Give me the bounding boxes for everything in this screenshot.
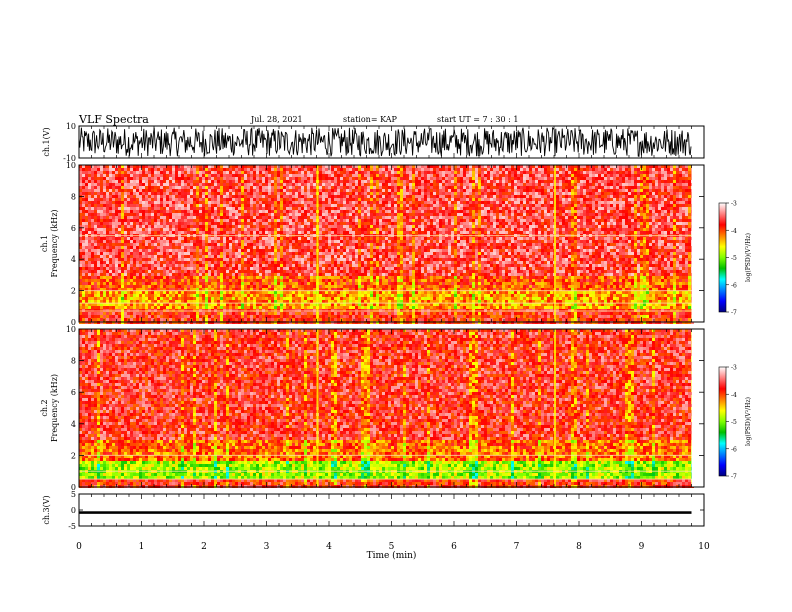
ch1-spectrogram-burst bbox=[316, 165, 319, 322]
colorbar-2 bbox=[718, 366, 727, 477]
colorbar-label: log(PSD)(V²/Hz) bbox=[745, 233, 752, 282]
ch3-waveform-trace bbox=[79, 511, 692, 514]
colorbar-1 bbox=[718, 202, 727, 313]
colorbar-tick-label: -5 bbox=[731, 255, 737, 262]
figure-title: VLF Spectra bbox=[79, 113, 149, 126]
ch2-spectrogram-ylabel-2: Frequency (kHz) bbox=[50, 374, 59, 442]
xtick-label: 5 bbox=[389, 542, 395, 552]
colorbar-tick-label: -7 bbox=[731, 310, 737, 317]
colorbar-label: log(PSD)(V²/Hz) bbox=[745, 397, 752, 446]
ch1-spectrogram-ytick-label: 0 bbox=[71, 318, 76, 327]
xtick-label: 7 bbox=[514, 542, 520, 552]
ch2-spectrogram-ytick-label: 6 bbox=[71, 388, 76, 397]
xtick-label: 10 bbox=[698, 542, 710, 552]
ch1-waveform-ytick-label: 10 bbox=[66, 122, 76, 131]
ch1-waveform-trace bbox=[78, 126, 692, 157]
ch2-spectrogram-cells bbox=[79, 329, 694, 488]
ch2-spectrogram-burst bbox=[554, 329, 556, 487]
ch3-waveform-ytick-label: 5 bbox=[71, 490, 76, 499]
colorbar-tick-label: -7 bbox=[731, 474, 737, 481]
ch1-spectrogram-ytick-label: 10 bbox=[66, 161, 76, 170]
colorbar-tick-label: -6 bbox=[731, 446, 737, 453]
ch1-spectrogram-ytick-label: 4 bbox=[71, 255, 76, 264]
ch1-spectrogram-blank bbox=[691, 165, 704, 322]
colorbar-tick-label: -4 bbox=[731, 392, 737, 399]
ch2-spectrogram-blank bbox=[691, 329, 704, 487]
ch1-spectrogram-burst bbox=[554, 165, 556, 322]
station-label: station= KAP bbox=[343, 115, 397, 124]
xtick-label: 6 bbox=[451, 542, 457, 552]
xtick-label: 0 bbox=[76, 542, 82, 552]
ch1-waveform-ylabel: ch.1(V) bbox=[42, 127, 51, 156]
xtick-label: 1 bbox=[139, 542, 145, 552]
ch1-spectrogram-ylabel-2: Frequency (kHz) bbox=[50, 209, 59, 277]
start-ut-label: start UT = 7 : 30 : 1 bbox=[437, 115, 518, 124]
ch1-spectrogram-ylabel-1: ch.1 bbox=[40, 235, 49, 252]
x-axis-label: Time (min) bbox=[367, 550, 417, 561]
ch1-spectrogram-cells bbox=[79, 165, 694, 324]
date-label: Jul. 28, 2021 bbox=[251, 115, 303, 124]
ch3-waveform-ytick-label: 0 bbox=[71, 506, 76, 515]
colorbar-tick-label: -3 bbox=[731, 201, 737, 208]
ch1-spectrogram-ytick-label: 6 bbox=[71, 224, 76, 233]
ch1-spectrogram-ytick-label: 2 bbox=[71, 287, 76, 296]
ch2-spectrogram-ytick-label: 10 bbox=[66, 325, 76, 334]
ch3-waveform-ylabel: ch.3(V) bbox=[42, 495, 51, 524]
ch2-spectrogram-ytick-label: 0 bbox=[71, 483, 76, 492]
xtick-label: 4 bbox=[326, 542, 332, 552]
xtick-label: 8 bbox=[576, 542, 582, 552]
ch1-spectrogram-ytick-label: 8 bbox=[71, 192, 76, 201]
ch3-waveform-ytick-label: -5 bbox=[68, 522, 76, 531]
xtick-label: 9 bbox=[639, 542, 645, 552]
colorbar-tick-label: -5 bbox=[731, 419, 737, 426]
ch2-spectrogram-ytick-label: 4 bbox=[71, 420, 76, 429]
ch2-spectrogram-ylabel-1: ch.2 bbox=[40, 399, 49, 416]
ch1-waveform-ytick-label: -10 bbox=[63, 154, 76, 163]
ch2-spectrogram-burst bbox=[316, 329, 319, 487]
ch2-spectrogram-ytick-label: 2 bbox=[71, 451, 76, 460]
colorbar-tick-label: -4 bbox=[731, 228, 737, 235]
xtick-label: 2 bbox=[201, 542, 207, 552]
colorbar-tick-label: -3 bbox=[731, 365, 737, 372]
xtick-label: 3 bbox=[264, 542, 270, 552]
ch2-spectrogram-ytick-label: 8 bbox=[71, 357, 76, 366]
colorbar-tick-label: -6 bbox=[731, 282, 737, 289]
